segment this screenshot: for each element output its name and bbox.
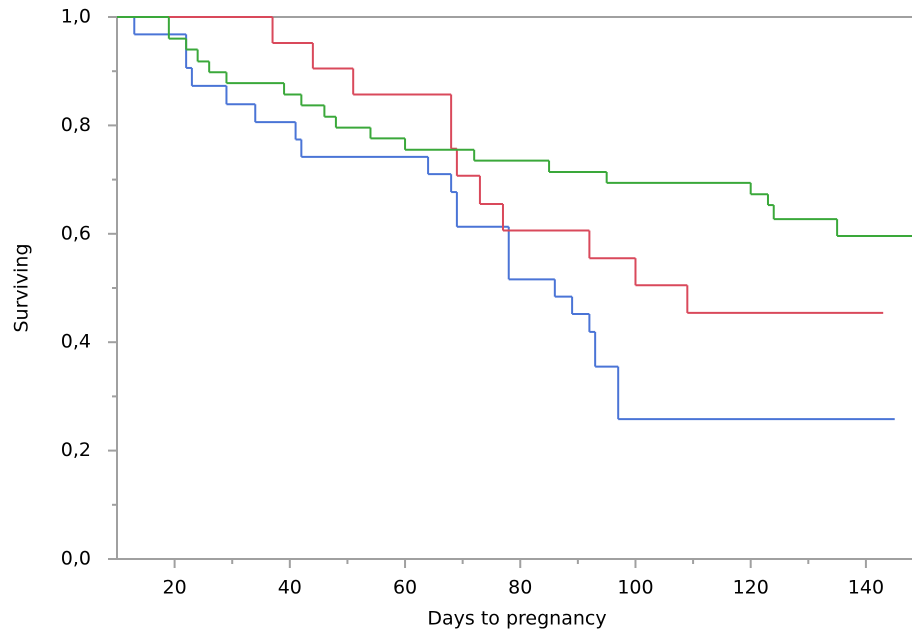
y-axis-label: Surviving: [11, 243, 33, 332]
x-axis-label: Days to pregnancy: [427, 608, 606, 630]
x-tick-label: 80: [508, 577, 532, 599]
y-tick-label: 1,0: [61, 6, 91, 28]
y-tick-label: 0,4: [61, 331, 91, 353]
y-tick-label: 0,6: [61, 222, 91, 244]
y-tick-label: 0,2: [61, 439, 91, 461]
x-tick-label: 100: [617, 577, 653, 599]
x-tick-label: 20: [163, 577, 187, 599]
y-tick-label: 0,8: [61, 114, 91, 136]
x-tick-label: 140: [848, 577, 884, 599]
x-tick-label: 40: [278, 577, 302, 599]
x-tick-label: 120: [733, 577, 769, 599]
y-tick-label: 0,0: [61, 548, 91, 570]
x-tick-label: 60: [393, 577, 417, 599]
